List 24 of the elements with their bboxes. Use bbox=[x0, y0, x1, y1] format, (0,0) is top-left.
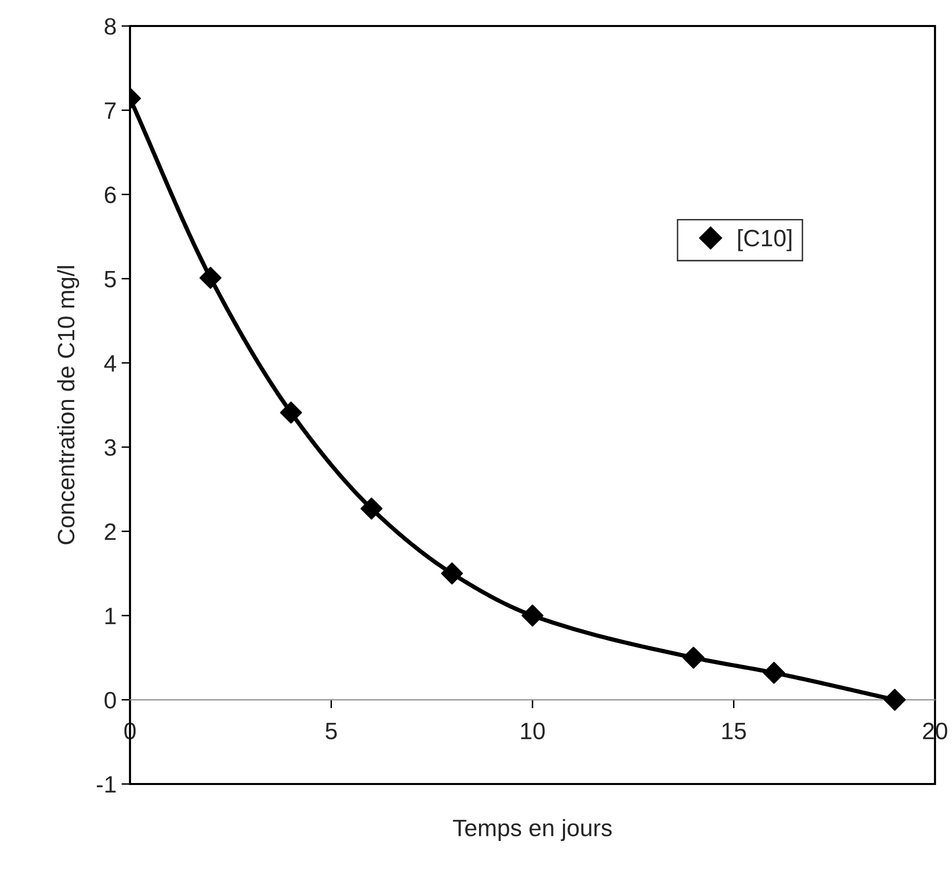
point bbox=[360, 498, 382, 520]
y-axis-title: Concentration de C10 mg/l bbox=[57, 266, 80, 544]
point bbox=[200, 266, 222, 289]
y-tick-label: 2 bbox=[104, 523, 116, 540]
point bbox=[682, 646, 704, 669]
y-tick-label: 8 bbox=[104, 18, 116, 35]
x-tick-label: 10 bbox=[521, 722, 545, 740]
point bbox=[522, 604, 544, 627]
y-tick-label: 0 bbox=[104, 692, 116, 709]
y-tick-label: 6 bbox=[104, 186, 116, 204]
x-tick-label: 15 bbox=[722, 722, 746, 740]
point bbox=[280, 402, 302, 424]
y-tick-label: 3 bbox=[104, 439, 116, 456]
y-tick-label: 4 bbox=[104, 355, 116, 372]
y-tick-label: 1 bbox=[105, 608, 116, 624]
point bbox=[441, 562, 463, 584]
legend-label: [C10] bbox=[738, 229, 792, 252]
x-axis-title: Temps en jours bbox=[452, 818, 612, 842]
point bbox=[884, 688, 906, 711]
y-tick-label: 7 bbox=[104, 102, 116, 119]
point bbox=[763, 662, 785, 684]
x-tick-label: 5 bbox=[326, 722, 337, 740]
y-tick-label: -1 bbox=[96, 776, 116, 793]
y-tick-label: 5 bbox=[104, 270, 116, 288]
